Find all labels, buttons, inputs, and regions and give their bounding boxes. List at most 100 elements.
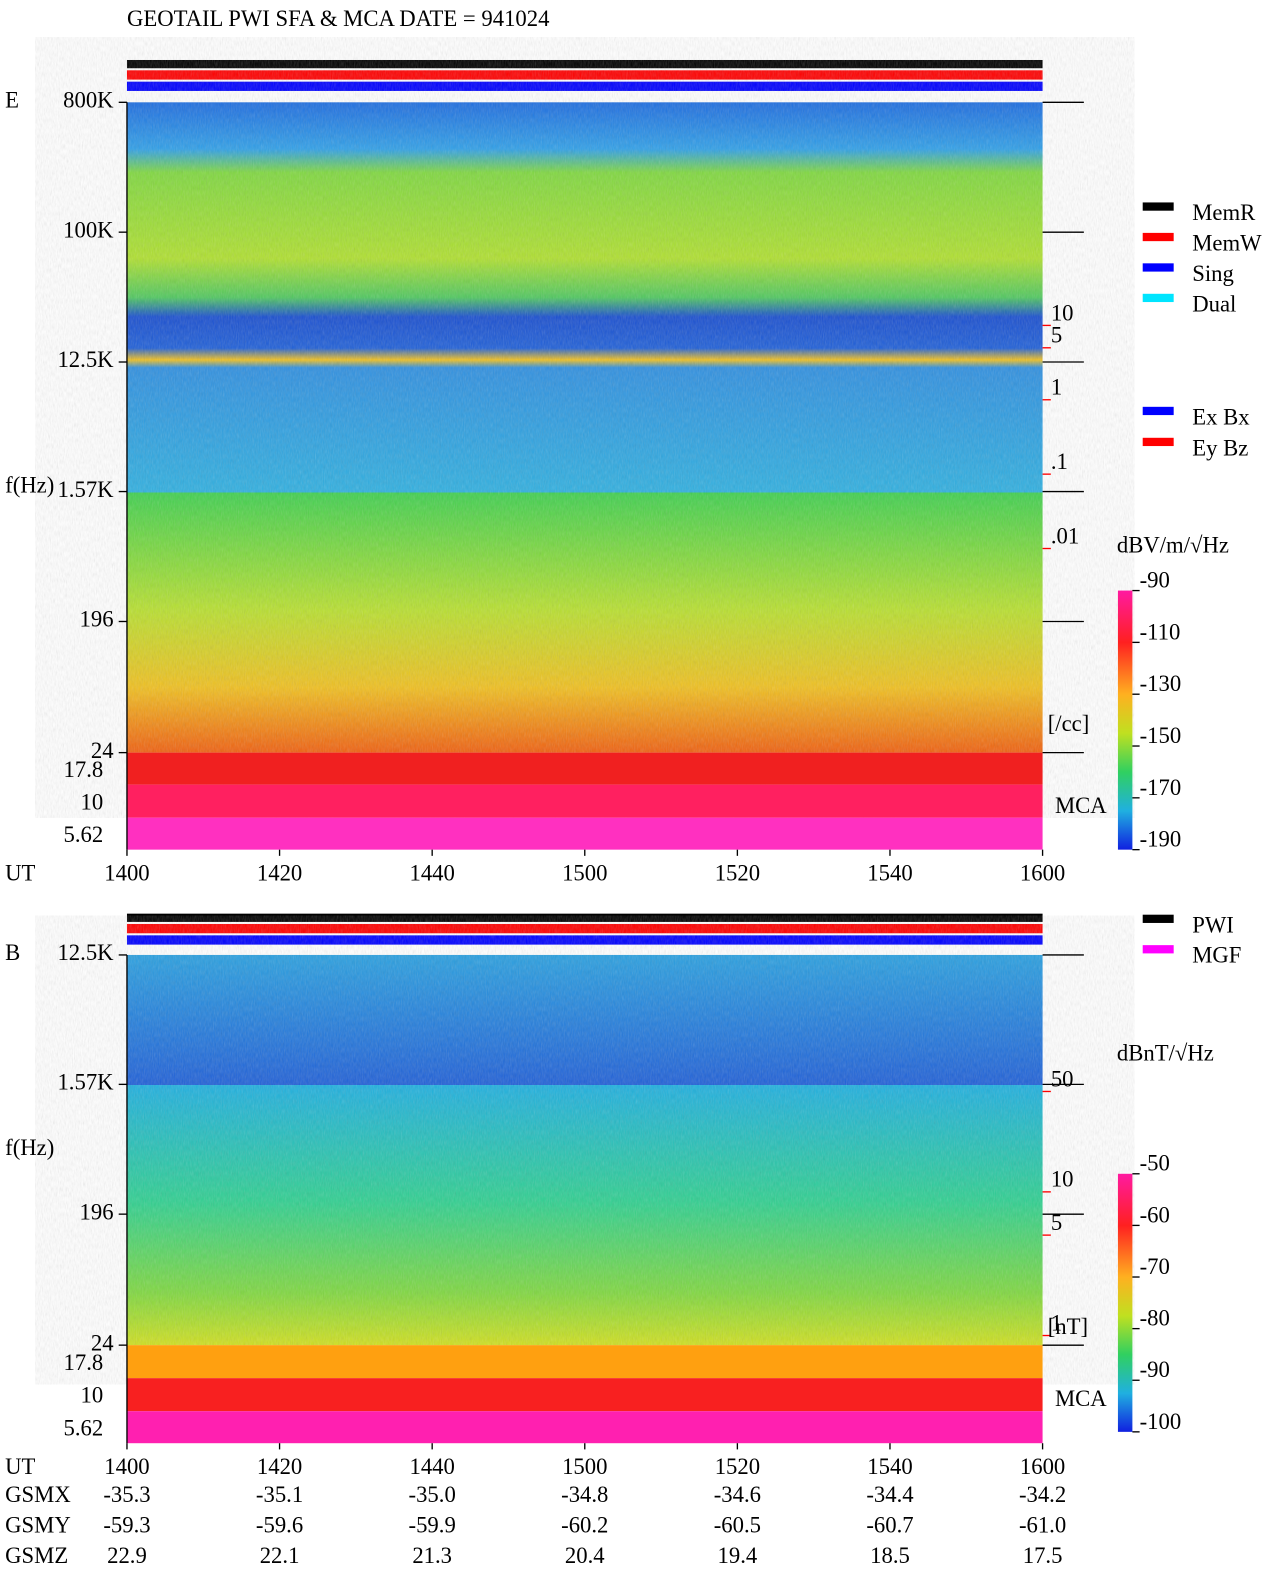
colorbar-tick-label: -90 [1140,568,1170,593]
orbit-value: 21.3 [412,1543,452,1568]
x-tick-label: 1540 [867,1454,912,1479]
y-tick-label: 196 [80,607,114,632]
colorbar-tick-label: -80 [1140,1306,1170,1331]
colorbar-tick-label: -150 [1140,723,1182,748]
y2-tick-label: .01 [1051,523,1079,548]
spectrogram-b [126,913,1133,1444]
legend-swatch [1142,914,1174,923]
y2-tick-label: 1 [1051,1310,1062,1335]
orbit-label: GSMX [5,1482,71,1507]
x-axis-label: UT [5,1454,35,1479]
legend-label: Sing [1192,261,1234,286]
y-tick-label: 24 [91,738,114,763]
orbit-value: -60.7 [866,1513,913,1538]
orbit-value: 19.4 [718,1543,758,1568]
orbit-value: -35.0 [409,1482,456,1507]
mca-band [126,1411,1043,1444]
x-tick-label: 1520 [715,1454,760,1479]
status-bar [126,81,1043,91]
orbit-value: -35.3 [103,1482,150,1507]
orbit-value: 22.1 [260,1543,300,1568]
mca-tick-label: 5.62 [64,822,104,847]
orbit-value: 22.9 [107,1543,147,1568]
colorbar [1117,590,1133,850]
y2-tick-label: 10 [1051,300,1074,325]
y-tick-label: 12.5K [57,940,114,965]
colorbar-tick-label: -190 [1140,827,1182,852]
legend-label: MemR [1192,200,1256,225]
y2-tick-label: 50 [1051,1066,1074,1091]
status-bar [126,923,1043,934]
colorbar-tick-label: -170 [1140,775,1182,800]
colorbar-label: dBnT/√Hz [1117,1040,1214,1065]
colorbar-tick-label: -70 [1140,1254,1170,1279]
y-tick-label: 12.5K [57,347,114,372]
legend-label: MemW [1192,230,1262,255]
mca-band [126,752,1043,785]
x-tick-label: 1500 [562,1454,607,1479]
x-tick-label: 1520 [715,861,760,886]
spectrogram-e [126,59,1133,850]
legend-swatch [1142,293,1174,303]
y2-tick-label: 10 [1051,1167,1074,1192]
x-tick-label: 1400 [104,861,149,886]
x-tick-label: 1420 [257,1454,302,1479]
orbit-value: -35.1 [256,1482,303,1507]
legend-swatch [1142,437,1174,447]
orbit-value: 18.5 [870,1543,910,1568]
mca-tick-label: 10 [81,1383,104,1408]
legend-swatch [1142,406,1174,416]
x-axis-label: UT [5,861,35,886]
x-tick-label: 1600 [1020,1454,1065,1479]
mca-band [126,1345,1043,1379]
noise [126,102,1043,753]
x-tick-label: 1400 [104,1454,149,1479]
legend-label: PWI [1192,912,1234,937]
x-tick-label: 1420 [257,861,302,886]
noise [126,954,1043,1346]
x-tick-label: 1540 [867,861,912,886]
y-tick-label: 800K [63,88,114,113]
status-bar [126,70,1043,80]
status-bar [126,913,1043,922]
orbit-value: -34.6 [714,1482,761,1507]
colorbar-tick-label: -60 [1140,1202,1170,1227]
orbit-value: 17.5 [1023,1543,1063,1568]
y2-label: [nT] [1048,1314,1088,1339]
x-tick-label: 1500 [562,861,607,886]
legend-label: Ey Bz [1192,435,1248,460]
page-title: GEOTAIL PWI SFA & MCA DATE = 941024 [127,6,550,31]
legend-label: Ex Bx [1192,404,1250,429]
orbit-label: GSMY [5,1513,71,1538]
y-axis-label: f(Hz) [5,473,54,498]
legend-swatch [1142,232,1174,242]
legend-swatch [1142,263,1174,272]
x-tick-label: 1600 [1020,861,1065,886]
legend-label: MGF [1192,943,1241,968]
y2-label: [/cc] [1048,711,1090,736]
legend-label: Dual [1192,291,1236,316]
orbit-label: GSMZ [5,1543,68,1568]
colorbar-tick-label: -100 [1140,1409,1182,1434]
panel-label: B [5,940,20,965]
orbit-value: -59.3 [103,1513,150,1538]
colorbar-tick-label: -50 [1140,1151,1170,1176]
orbit-value: -34.2 [1019,1482,1066,1507]
orbit-value: -61.0 [1019,1513,1066,1538]
y-tick-label: 100K [63,217,114,242]
status-bar [126,935,1043,945]
panel-label: E [5,88,19,113]
orbit-value: -59.9 [409,1513,456,1538]
orbit-value: -34.4 [866,1482,913,1507]
orbit-value: -60.2 [561,1513,608,1538]
mca-tick-label: 5.62 [64,1415,104,1440]
orbit-value: -59.6 [256,1513,303,1538]
y-tick-label: 24 [91,1330,114,1355]
legend-swatch [1142,945,1174,954]
mca-band [126,817,1043,850]
y-tick-label: 1.57K [57,477,114,502]
mca-tick-label: 17.8 [64,757,104,782]
mca-tick-label: 17.8 [64,1350,104,1375]
orbit-value: -60.5 [714,1513,761,1538]
